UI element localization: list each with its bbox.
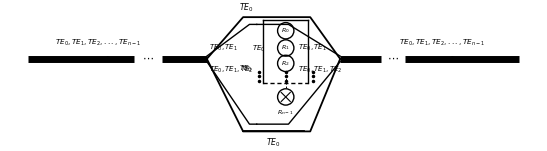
Text: $TE_0$: $TE_0$ (238, 2, 253, 14)
Text: $TE_0, TE_1$: $TE_0, TE_1$ (298, 43, 327, 53)
Text: $TE_0$: $TE_0$ (238, 63, 252, 74)
Text: $TE_0, TE_1, TE_2$: $TE_0, TE_1, TE_2$ (298, 64, 342, 74)
Text: $TE_0, TE_1, TE_2$: $TE_0, TE_1, TE_2$ (208, 64, 253, 74)
Text: $TE_0$: $TE_0$ (252, 44, 266, 54)
Text: $\cdots$: $\cdots$ (142, 53, 154, 63)
Text: $R_{n-1}$: $R_{n-1}$ (277, 108, 294, 117)
Text: $R_0$: $R_0$ (281, 26, 290, 35)
Text: $R_2$: $R_2$ (281, 59, 290, 68)
Text: $TE_0, TE_1, TE_2, ..., TE_{n-1}$: $TE_0, TE_1, TE_2, ..., TE_{n-1}$ (399, 38, 486, 48)
Circle shape (277, 89, 294, 105)
Text: $\cdots$: $\cdots$ (387, 53, 399, 63)
Text: $TE_0, TE_1$: $TE_0, TE_1$ (208, 43, 237, 53)
Text: $R_1$: $R_1$ (281, 43, 290, 52)
Text: $TE_0$: $TE_0$ (266, 137, 281, 149)
Text: $TE_0, TE_1, TE_2, ..., TE_{n-1}$: $TE_0, TE_1, TE_2, ..., TE_{n-1}$ (55, 38, 141, 48)
